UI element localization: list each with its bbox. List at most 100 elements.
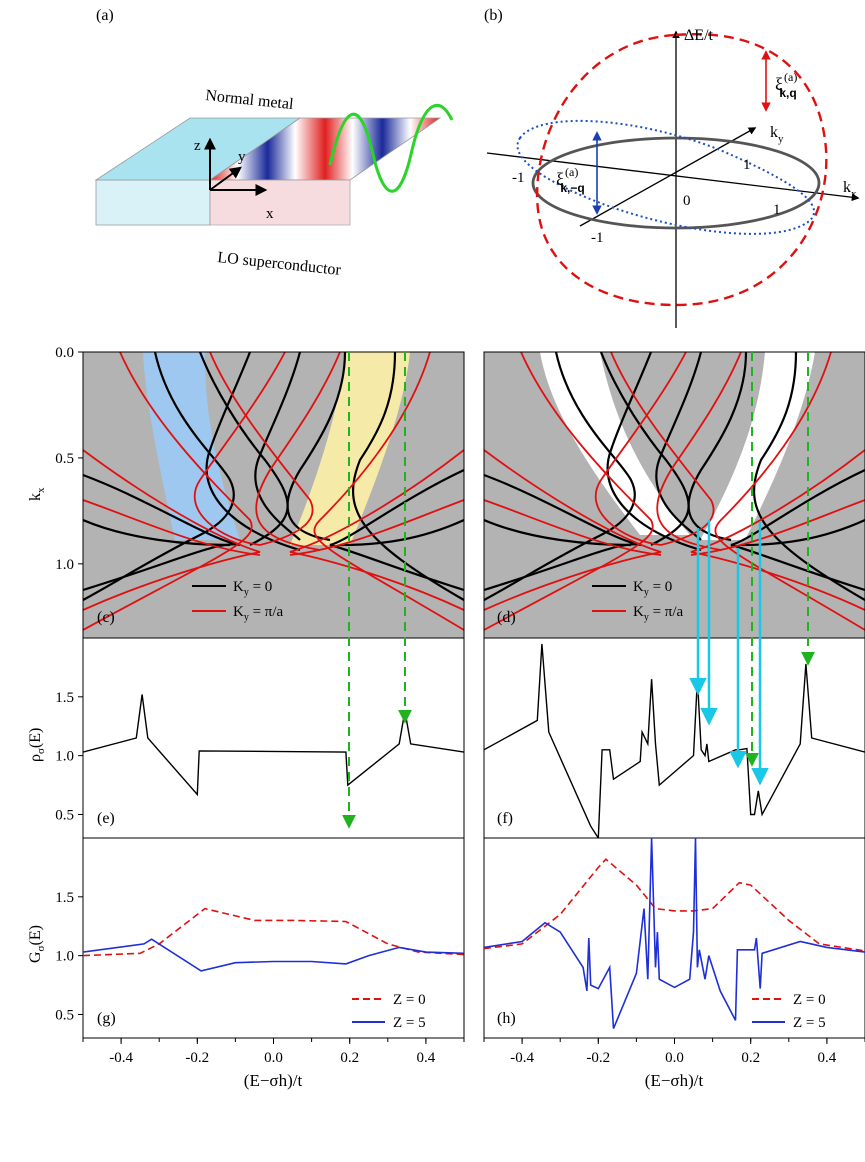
- wavefunction-curve: [328, 103, 454, 193]
- metal-front-face: [95, 179, 211, 226]
- white-gap-left: [540, 352, 690, 535]
- frame-e: [82, 637, 465, 839]
- band-red: [255, 352, 341, 551]
- tick-label-x: 0.0: [665, 1050, 684, 1066]
- band-black: [730, 469, 865, 592]
- band-red: [484, 449, 662, 611]
- kx-axis: [486, 152, 860, 202]
- panel-b: (b) ΔE/t kx ky ξ(a) k,q ξ(a) k,−q -1 0 1 1…: [484, 7, 860, 328]
- white-gap-right: [700, 352, 815, 540]
- tick-label-x: 0.4: [818, 1050, 837, 1066]
- band-black: [83, 352, 235, 601]
- legend-d-k0: Ky = 0: [633, 579, 672, 598]
- legend-c-kpi: Ky = π/a: [233, 604, 284, 623]
- band-black: [484, 352, 636, 601]
- frame-h: [483, 837, 865, 1039]
- legend-d-kpi: Ky = π/a: [633, 604, 684, 623]
- band-black: [687, 352, 748, 542]
- tick-kx-1: 1: [773, 202, 781, 218]
- legend-h-z5: Z = 5: [793, 1015, 826, 1031]
- rho-curve-e: [83, 694, 464, 797]
- tick-label-kx: 0.0: [55, 345, 74, 361]
- green-arrows: [342, 352, 815, 829]
- band-black: [655, 352, 703, 541]
- band-black: [205, 352, 301, 552]
- tick-label-G: 1.0: [55, 949, 74, 965]
- band-red: [289, 499, 464, 556]
- band-red: [209, 352, 314, 546]
- tick-origin: 0: [683, 193, 691, 209]
- panel-f-label: (f): [497, 810, 513, 827]
- ylabel-G: Gσ(E): [27, 925, 47, 963]
- tick-label-rho: 1.5: [55, 690, 74, 706]
- panel-c-label: (c): [97, 609, 115, 626]
- panel-c: [82, 351, 465, 639]
- band-red: [83, 449, 261, 611]
- rho-curve-f: [484, 643, 865, 838]
- tick-label-rho: 1.0: [55, 749, 74, 765]
- tick-ky-minus1: -1: [591, 230, 604, 246]
- tick-ky-1: 1: [743, 157, 751, 173]
- xi-minus-label: ξ(a) k,−q: [556, 165, 585, 195]
- legend-g: Z = 0 Z = 5: [352, 992, 426, 1031]
- y-axis-arrow: [209, 166, 242, 191]
- legend-d: Ky = 0 Ky = π/a: [592, 579, 684, 623]
- legend-h-z0: Z = 0: [793, 992, 826, 1008]
- band-red: [484, 499, 662, 556]
- band-black: [339, 518, 464, 547]
- band-curves-c: [83, 352, 464, 631]
- band-black: [83, 518, 231, 547]
- axis-x-label: x: [266, 206, 274, 222]
- tick-label-x: 0.4: [417, 1050, 436, 1066]
- band-red: [484, 352, 654, 631]
- band-black: [484, 518, 632, 547]
- band-red: [83, 499, 261, 556]
- panel-h-label: (h): [497, 1010, 516, 1027]
- xi-plus-label: ξ(a) k,q: [775, 70, 797, 100]
- ylabel-kx: kx: [27, 487, 47, 501]
- tick-label-x: -0.4: [109, 1050, 133, 1066]
- panel-a: (a) z y x Normal metal LO superconductor: [94, 7, 454, 279]
- axis-z-label: z: [194, 138, 201, 154]
- tick-kx-minus1: -1: [512, 170, 525, 186]
- xlabel-right: (E−σh)/t: [645, 1071, 704, 1090]
- panel-b-label: (b): [484, 7, 503, 24]
- legend-g-z0: Z = 0: [393, 992, 426, 1008]
- tick-label-kx: 0.5: [55, 451, 74, 467]
- tick-label-G: 0.5: [55, 1007, 74, 1023]
- axis-y-label: y: [238, 149, 246, 165]
- band-red: [193, 352, 286, 546]
- legend-c: Ky = 0 Ky = π/a: [192, 579, 284, 623]
- lo-superconductor-label: LO superconductor: [217, 249, 343, 279]
- xlabel-left: (E−σh)/t: [244, 1071, 303, 1090]
- band-black: [606, 352, 702, 552]
- blue-shaded-region: [143, 352, 240, 540]
- xi-minus-q-dotted: [516, 119, 815, 235]
- cyan-arrows: [689, 520, 769, 786]
- band-black: [286, 352, 347, 542]
- tick-label-kx: 1.0: [55, 557, 74, 573]
- gray-continuum: [83, 352, 464, 638]
- G-Z5-curve-g: [83, 938, 464, 972]
- ky-label: ky: [770, 124, 784, 145]
- frame-g: [82, 837, 465, 1039]
- ylabel-rho: ρσ(E): [27, 728, 47, 762]
- fermi-circle: [531, 136, 821, 230]
- tick-label-x: 0.2: [741, 1050, 760, 1066]
- band-curves-d: [484, 352, 865, 631]
- band-red: [690, 449, 865, 611]
- band-black: [753, 352, 865, 601]
- band-red: [83, 352, 253, 631]
- band-black: [352, 352, 464, 601]
- panel-e-label: (e): [97, 810, 115, 827]
- legend-h: Z = 0 Z = 5: [752, 992, 826, 1031]
- tick-label-G: 1.5: [55, 890, 74, 906]
- tick-label-x: 0.2: [340, 1050, 359, 1066]
- band-red: [690, 499, 865, 556]
- tick-label-x: -0.2: [586, 1050, 610, 1066]
- tick-label-x: -0.2: [185, 1050, 209, 1066]
- G-Z5-curve-h: [484, 838, 865, 1029]
- deltaE-label: ΔE/t: [684, 27, 714, 44]
- tick-label-rho: 0.5: [55, 807, 74, 823]
